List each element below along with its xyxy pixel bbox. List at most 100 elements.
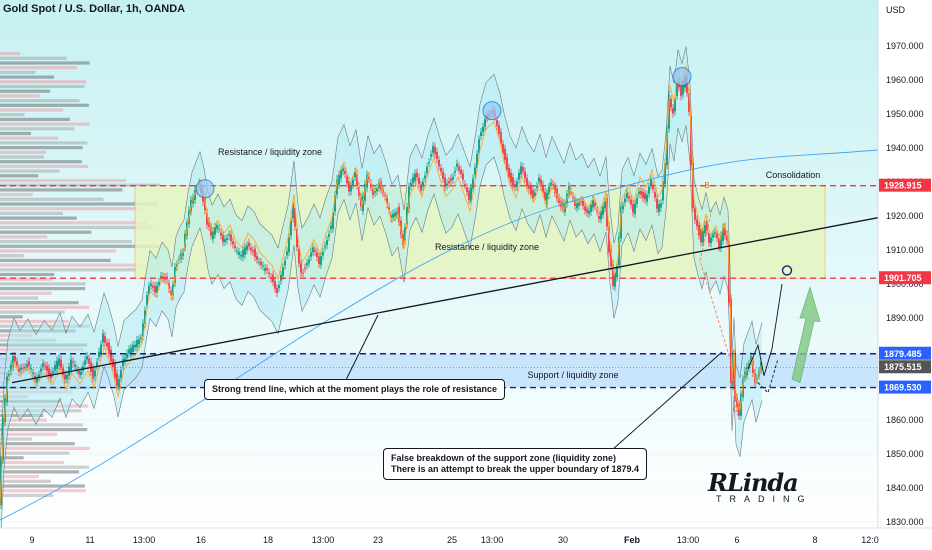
candle-body (158, 281, 160, 286)
candle-body (586, 208, 588, 213)
candle-body (536, 185, 538, 188)
candle-body (222, 235, 224, 243)
candle-body (344, 171, 346, 174)
candle-body (86, 356, 88, 360)
candle-body (312, 247, 314, 253)
bollinger-upper-line (0, 46, 763, 468)
volume-profile-bar (0, 108, 64, 112)
candle-body (476, 154, 478, 168)
candle-body (538, 177, 540, 182)
volume-profile-bar (0, 183, 160, 187)
volume-profile-bar (0, 287, 86, 291)
price-label-text: 1928.915 (884, 181, 922, 191)
candle-body (322, 251, 324, 256)
candle-body (592, 199, 594, 208)
volume-profile-bar (0, 178, 127, 183)
trend-line-callout: Strong trend line, which at the moment p… (204, 379, 506, 400)
candle-body (354, 172, 356, 178)
candle-body (674, 99, 676, 112)
zone-annotation-text: Resistance / liquidity zone (218, 147, 322, 157)
candle-body (580, 201, 582, 203)
candle-body (148, 285, 150, 295)
candle-body (12, 356, 14, 368)
candle-body (376, 188, 378, 192)
volume-profile-bar (0, 155, 45, 159)
candle-body (620, 206, 622, 239)
volume-profile-bar (0, 84, 85, 89)
price-tick-label: 1940.000 (886, 143, 924, 153)
brand-logo-sub: TRADING (716, 494, 813, 504)
candle-body (660, 203, 662, 208)
candle-body (640, 190, 642, 195)
candle-body (736, 397, 738, 407)
candle-body (266, 268, 268, 271)
volume-profile-bar (0, 432, 58, 436)
candle-body (320, 256, 322, 265)
candle-body (154, 285, 156, 293)
candle-body (662, 181, 664, 201)
candle-body (136, 340, 138, 348)
candle-body (116, 373, 118, 387)
candle-body (130, 347, 132, 355)
candle-body (496, 120, 498, 127)
candle-body (464, 184, 466, 186)
candle-body (330, 225, 332, 230)
projection-path-up (747, 283, 783, 376)
candle-body (128, 349, 130, 354)
candle-body (234, 245, 236, 248)
candle-body (454, 170, 456, 173)
trend-line-note: Strong trend line, which at the moment p… (212, 384, 498, 394)
volume-profile-bar (0, 230, 92, 234)
candle-body (680, 85, 682, 97)
volume-profile-bar (0, 174, 39, 178)
candle-body (106, 342, 108, 347)
callout-pointer-breakdown (611, 351, 723, 451)
candle-body (504, 148, 506, 160)
volume-profile-bar (0, 493, 54, 497)
volume-profile-bar (0, 70, 36, 74)
time-tick-label: 9 (29, 535, 34, 545)
volume-profile-bar (0, 193, 33, 197)
candle-body (372, 188, 374, 195)
target-icon[interactable] (781, 265, 793, 276)
candle-body (440, 167, 442, 172)
candle-body (114, 363, 116, 379)
candle-body (134, 344, 136, 348)
volume-profile-bar (0, 80, 87, 84)
price-tick-label: 1850.000 (886, 449, 924, 459)
candle-body (326, 240, 328, 246)
candle-body (436, 152, 438, 159)
candle-body (260, 261, 262, 266)
candle-body (438, 159, 440, 167)
candle-body (602, 206, 604, 215)
candle-body (40, 368, 42, 372)
candle-body (656, 198, 658, 209)
candle-body (562, 202, 564, 209)
candle-body (722, 227, 724, 241)
candle-body (472, 178, 474, 189)
candle-body (210, 226, 212, 236)
volume-profile-bar (0, 282, 86, 286)
volume-profile-bar (0, 244, 160, 248)
candle-body (608, 226, 610, 253)
swing-high-circle (482, 101, 502, 121)
candle-body (400, 220, 402, 235)
candle-body (444, 177, 446, 188)
volume-profile-bar (0, 75, 55, 79)
candle-body (144, 310, 146, 325)
candle-body (630, 199, 632, 205)
candle-body (574, 199, 576, 206)
volume-profile-bar (0, 428, 88, 432)
price-label-text: 1901.705 (884, 273, 922, 283)
candle-body (120, 370, 122, 378)
candle-body (302, 272, 304, 274)
volume-profile-bar (0, 164, 88, 168)
candle-body (682, 82, 684, 95)
volume-profile-bar (0, 202, 158, 206)
candle-body (252, 250, 254, 252)
candle-body (310, 252, 312, 257)
price-tick-label: 1830.000 (886, 517, 924, 527)
zone-annotation-text: Support / liquidity zone (527, 370, 618, 380)
candle-body (98, 351, 100, 358)
